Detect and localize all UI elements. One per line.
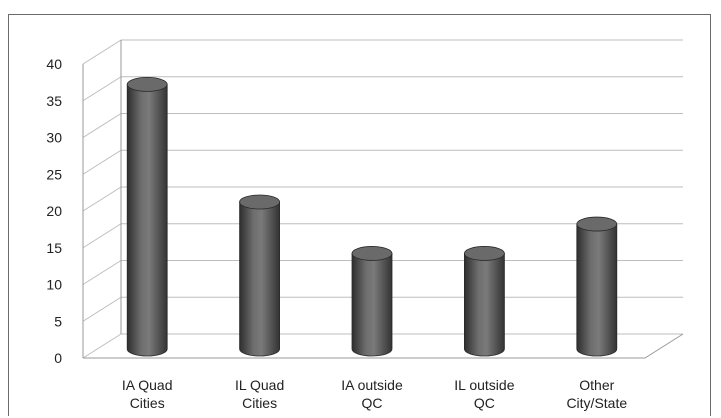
grid-lines	[82, 39, 683, 359]
y-tick-labels: 0 5 10 15 20 25 30 35 40	[46, 56, 62, 366]
axes	[82, 40, 684, 359]
y-tick-label: 5	[54, 313, 62, 329]
y-tick-label: 10	[46, 277, 62, 293]
floor-edge	[83, 333, 684, 359]
y-tick-label: 0	[54, 350, 62, 366]
side-wall-gridline	[82, 149, 122, 175]
y-tick-label: 40	[46, 56, 62, 72]
y-tick-label: 35	[46, 93, 62, 109]
x-tick-label: Other City/State	[566, 377, 627, 411]
side-wall-gridline	[82, 186, 122, 212]
y-tick-label: 30	[46, 130, 62, 146]
side-wall-gridline	[82, 296, 122, 322]
bar	[576, 216, 618, 357]
x-tick-label: IL outside QC	[454, 377, 514, 411]
x-tick-label: IL Quad Cities	[235, 377, 284, 411]
x-tick-label: IA outside QC	[341, 377, 403, 411]
x-tick-labels: IA Quad Cities IL Quad Cities IA outside QC IL…	[122, 377, 627, 411]
bar	[239, 194, 281, 357]
side-wall-gridline	[82, 39, 122, 65]
bar	[126, 77, 168, 357]
side-wall-gridline	[82, 76, 122, 102]
side-wall-gridline	[82, 260, 122, 285]
x-tick-label: IA Quad Cities	[122, 377, 173, 411]
side-wall-gridline	[82, 113, 122, 138]
y-tick-label: 15	[46, 240, 62, 256]
side-wall-gridline	[82, 333, 122, 359]
y-tick-label: 25	[46, 166, 62, 182]
bar	[463, 246, 505, 357]
bar	[351, 246, 393, 357]
side-wall-gridline	[82, 223, 122, 249]
y-tick-label: 20	[46, 203, 62, 219]
bars	[126, 77, 618, 357]
